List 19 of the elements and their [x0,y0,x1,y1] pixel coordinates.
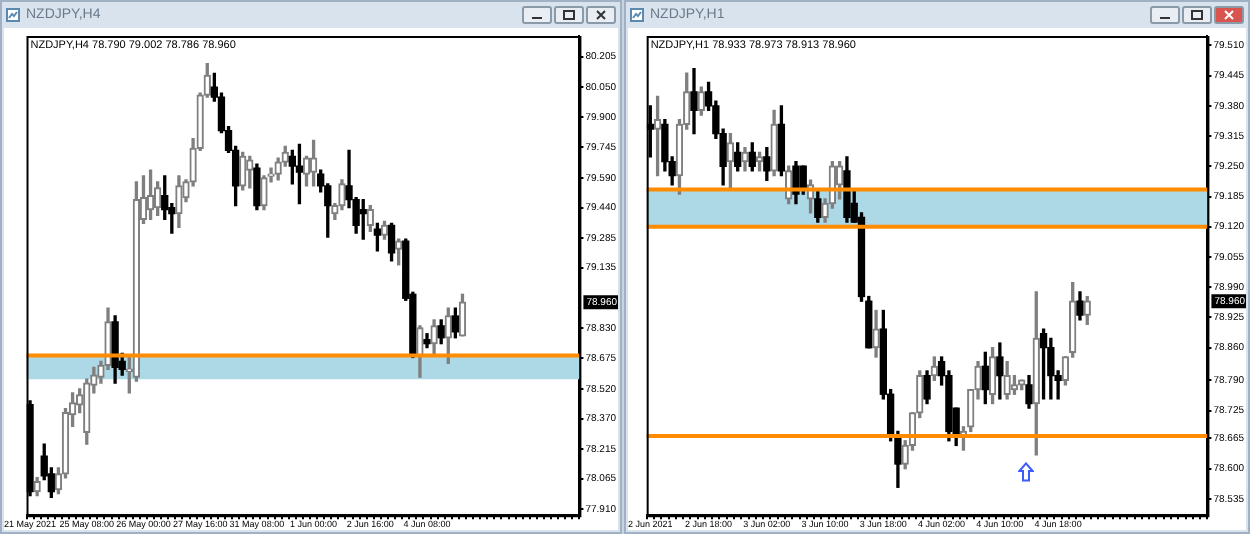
candlestick [239,151,247,191]
candlestick [1032,291,1040,456]
candlestick [366,204,374,232]
candlestick [430,319,438,355]
candlestick [653,95,662,177]
candlestick [260,175,268,211]
candlestick [726,133,735,191]
candlestick [988,347,997,405]
candlestick [416,325,424,378]
candlestick [872,309,880,358]
candlestick [395,238,403,266]
candlestick [1003,361,1011,400]
candlestick [33,477,41,497]
candlestick [835,160,844,200]
candlestick [175,175,183,228]
candlestick [770,109,778,177]
candlestick [697,86,705,116]
candlestick [444,307,452,365]
candlestick [741,147,749,172]
